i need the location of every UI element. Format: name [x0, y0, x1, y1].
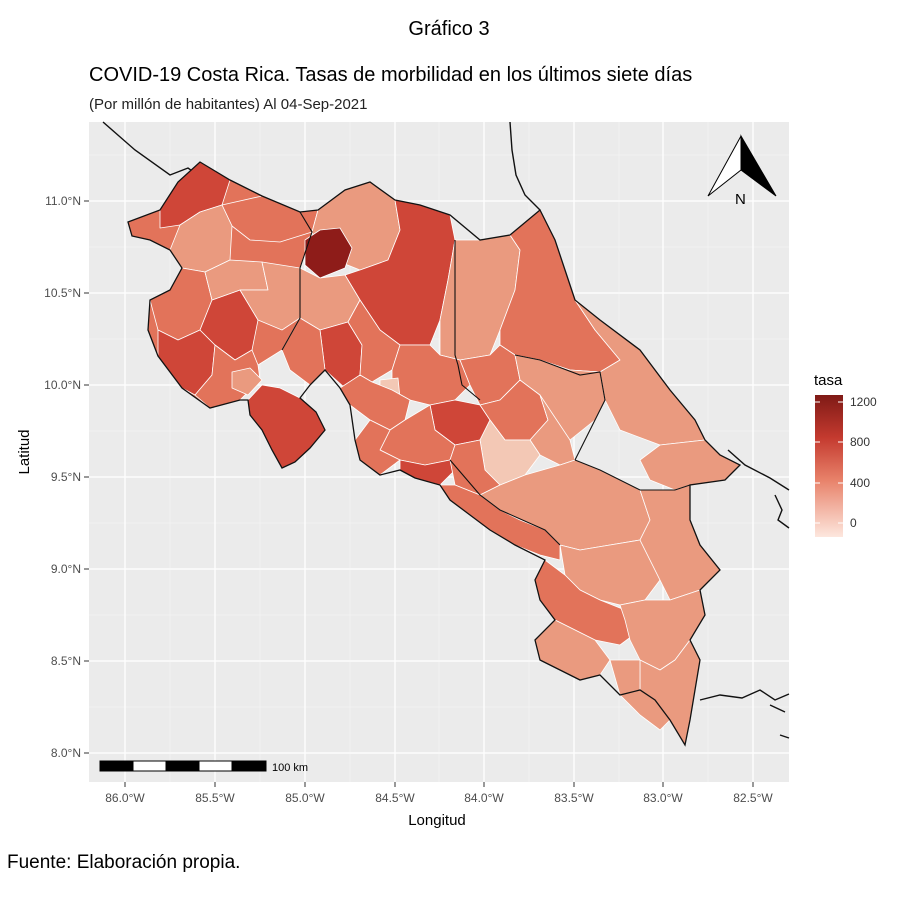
costa-rica-coastline: [127, 161, 742, 747]
map-title: COVID-19 Costa Rica. Tasas de morbilidad…: [89, 64, 693, 86]
region-jimenez[interactable]: [529, 394, 576, 466]
x-axis-title: Longitud: [408, 812, 466, 829]
region-guatuso[interactable]: [304, 227, 353, 279]
x-tick-label: 83.5°W: [554, 791, 594, 805]
y-tick-label: 8.5°N: [51, 654, 81, 668]
y-tick-label: 10.5°N: [44, 286, 81, 300]
region-paquera[interactable]: [231, 367, 263, 396]
x-tick-label: 85.5°W: [195, 791, 235, 805]
scale-bar-label: 100 km: [272, 762, 308, 774]
legend-ticks: [815, 401, 843, 524]
legend-colorbar: [815, 395, 843, 537]
legend-label: 800: [850, 435, 870, 449]
province-borders: [281, 211, 691, 546]
x-axis-ticks: [124, 782, 754, 787]
choropleth-regions[interactable]: [127, 161, 741, 746]
y-axis-title: Latitud: [16, 429, 33, 474]
legend-label: 400: [850, 476, 870, 490]
legend-labels: 1200 800 400 0: [850, 395, 877, 530]
y-axis-ticks: [84, 200, 89, 754]
x-tick-label: 84.5°W: [375, 791, 415, 805]
north-arrow: N: [707, 134, 777, 208]
y-tick-label: 9.5°N: [51, 470, 81, 484]
region-esparza[interactable]: [339, 374, 411, 431]
y-tick-label: 10.0°N: [44, 378, 81, 392]
map-subtitle: (Por millón de habitantes) Al 04-Sep-202…: [89, 96, 368, 113]
x-tick-label: 86.0°W: [105, 791, 145, 805]
north-arrow-label: N: [735, 191, 746, 208]
scale-bar: [99, 760, 267, 772]
x-tick-label: 84.0°W: [464, 791, 504, 805]
x-tick-label: 83.0°W: [643, 791, 683, 805]
y-tick-label: 8.0°N: [51, 746, 81, 760]
x-axis-labels: 86.0°W 85.5°W 85.0°W 84.5°W 84.0°W 83.5°…: [105, 791, 773, 805]
figure-caption: Gráfico 3: [408, 18, 490, 40]
x-tick-label: 82.5°W: [733, 791, 773, 805]
y-tick-label: 11.0°N: [45, 194, 81, 208]
y-tick-label: 9.0°N: [51, 562, 81, 576]
legend-label: 0: [850, 516, 857, 530]
x-tick-label: 85.0°W: [285, 791, 325, 805]
y-axis-labels: 11.0°N 10.5°N 10.0°N 9.5°N 9.0°N 8.5°N 8…: [44, 194, 81, 760]
legend-label: 1200: [850, 395, 877, 409]
source-note: Fuente: Elaboración propia.: [7, 852, 241, 873]
legend-title: tasa: [814, 372, 843, 389]
